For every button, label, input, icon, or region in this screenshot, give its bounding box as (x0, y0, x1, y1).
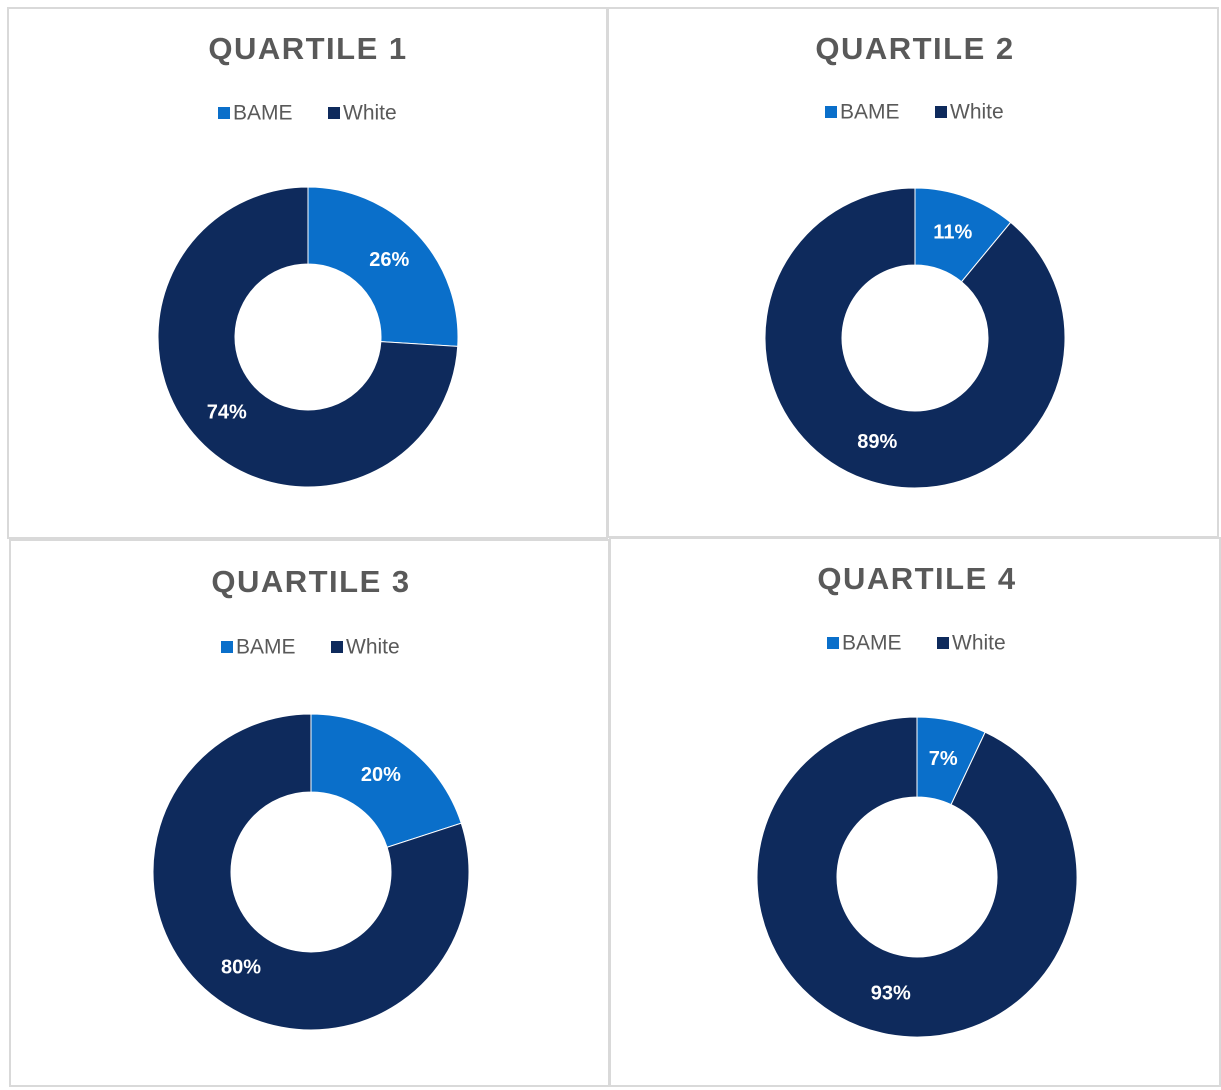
chart-panel: QUARTILE 4 BAME White 7% 93% (609, 537, 1221, 1087)
legend-swatch (937, 637, 949, 649)
data-label: 20% (361, 764, 401, 786)
legend-swatch (935, 106, 947, 118)
legend-label: White (950, 101, 1004, 124)
legend-label: BAME (233, 102, 293, 125)
legend-label: White (343, 102, 397, 125)
chart-panel: QUARTILE 3 BAME White 20% 80% (9, 539, 610, 1087)
legend-swatch (218, 107, 230, 119)
legend-label: White (346, 636, 400, 659)
donut-slice (310, 713, 462, 848)
legend-label: White (952, 632, 1006, 655)
chart: QUARTILE 1 BAME White 26% 74% (157, 31, 459, 488)
chart-panel: QUARTILE 2 BAME White 11% 89% (607, 7, 1219, 538)
data-label: 74% (207, 402, 247, 424)
data-label: 93% (871, 982, 911, 1004)
legend-swatch (221, 641, 233, 653)
data-label: 7% (929, 748, 958, 770)
donut-slice (764, 187, 1066, 489)
donut-slice (307, 186, 459, 347)
legend-label: BAME (842, 632, 902, 655)
data-label: 11% (933, 221, 972, 243)
legend-label: BAME (840, 101, 900, 124)
donut-slice (157, 186, 459, 488)
data-label: 26% (369, 249, 409, 271)
donut-slice (756, 716, 1078, 1038)
donut-slice (152, 713, 470, 1031)
chart: QUARTILE 4 BAME White 7% 93% (756, 561, 1078, 1038)
chart-title: QUARTILE 2 (815, 31, 1014, 66)
chart-panel: QUARTILE 1 BAME White 26% 74% (7, 7, 608, 539)
chart: QUARTILE 2 BAME White 11% 89% (764, 31, 1066, 489)
chart-title: QUARTILE 3 (211, 564, 410, 599)
data-label: 80% (221, 957, 261, 979)
legend-swatch (331, 641, 343, 653)
chart-title: QUARTILE 1 (208, 31, 407, 66)
chart-title: QUARTILE 4 (817, 561, 1016, 596)
data-label: 89% (857, 431, 897, 453)
legend-swatch (328, 107, 340, 119)
legend-swatch (827, 637, 839, 649)
legend-swatch (825, 106, 837, 118)
chart: QUARTILE 3 BAME White 20% 80% (152, 564, 470, 1031)
legend-label: BAME (236, 636, 296, 659)
